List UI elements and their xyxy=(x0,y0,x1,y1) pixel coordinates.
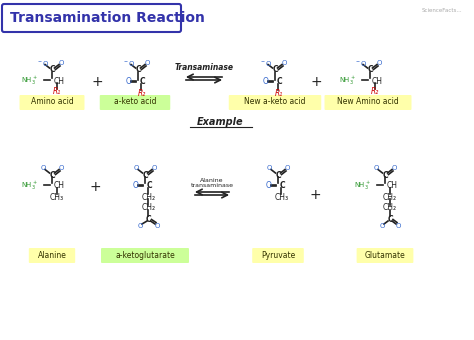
Text: C: C xyxy=(146,215,151,223)
Text: CH: CH xyxy=(372,76,383,85)
Text: Pyruvate: Pyruvate xyxy=(261,251,295,259)
Text: R₂: R₂ xyxy=(371,87,379,97)
Text: $^-$O: $^-$O xyxy=(355,58,368,68)
Text: NH$_3^+$: NH$_3^+$ xyxy=(354,180,371,192)
Text: O: O xyxy=(58,165,64,171)
Text: NH$_3^+$: NH$_3^+$ xyxy=(21,180,38,192)
Text: CH: CH xyxy=(54,76,65,85)
FancyBboxPatch shape xyxy=(29,248,75,263)
Text: NH$_3^+$: NH$_3^+$ xyxy=(339,75,356,87)
FancyBboxPatch shape xyxy=(356,248,413,263)
Text: C: C xyxy=(280,182,286,190)
Text: ScienceFacts...: ScienceFacts... xyxy=(421,7,462,13)
Text: C: C xyxy=(135,66,141,74)
Text: C: C xyxy=(277,78,283,86)
Text: Alanine
transaminase: Alanine transaminase xyxy=(191,177,234,188)
Text: C: C xyxy=(147,182,153,190)
Text: O: O xyxy=(284,165,290,171)
Text: O: O xyxy=(379,223,385,229)
Text: O: O xyxy=(266,165,272,171)
Text: +: + xyxy=(309,188,321,202)
Text: O: O xyxy=(133,165,139,171)
Text: Transamination Reaction: Transamination Reaction xyxy=(10,11,205,25)
Text: O: O xyxy=(133,182,139,190)
FancyBboxPatch shape xyxy=(229,95,321,110)
Text: O: O xyxy=(40,165,46,171)
Text: CH₂: CH₂ xyxy=(141,192,155,202)
Text: Amino acid: Amino acid xyxy=(31,98,73,106)
Text: R₁: R₁ xyxy=(274,88,283,98)
FancyBboxPatch shape xyxy=(252,248,304,263)
Text: $^-$O: $^-$O xyxy=(122,58,136,68)
Text: C: C xyxy=(387,215,393,223)
Text: CH: CH xyxy=(387,182,398,190)
Text: CH₂: CH₂ xyxy=(383,192,397,202)
Text: Example: Example xyxy=(197,117,243,127)
Text: O: O xyxy=(151,165,157,171)
Text: a-keto acid: a-keto acid xyxy=(114,98,156,106)
FancyBboxPatch shape xyxy=(325,95,411,110)
Text: CH₃: CH₃ xyxy=(274,192,289,202)
Text: C: C xyxy=(142,170,148,180)
Text: $^-$O: $^-$O xyxy=(36,58,50,68)
Text: C: C xyxy=(275,170,281,180)
Text: O: O xyxy=(155,223,160,229)
Text: O: O xyxy=(126,78,132,86)
Text: O: O xyxy=(58,60,64,66)
Text: O: O xyxy=(144,60,150,66)
Text: New a-keto acid: New a-keto acid xyxy=(244,98,306,106)
Text: C: C xyxy=(140,78,146,86)
Text: C: C xyxy=(382,170,388,180)
Text: +: + xyxy=(310,75,322,89)
Text: $^-$O: $^-$O xyxy=(259,58,273,68)
Text: O: O xyxy=(376,60,382,66)
Text: O: O xyxy=(281,60,287,66)
Text: O: O xyxy=(392,165,397,171)
Text: Glutamate: Glutamate xyxy=(365,251,405,259)
FancyBboxPatch shape xyxy=(2,4,181,32)
Text: Alanine: Alanine xyxy=(37,251,66,259)
Text: R₂: R₂ xyxy=(137,88,146,98)
Text: O: O xyxy=(266,182,272,190)
Text: O: O xyxy=(374,165,379,171)
Text: CH: CH xyxy=(54,182,65,190)
Text: CH₂: CH₂ xyxy=(141,204,155,212)
Text: a-ketoglutarate: a-ketoglutarate xyxy=(115,251,175,259)
FancyBboxPatch shape xyxy=(101,248,189,263)
Text: C: C xyxy=(367,66,373,74)
Text: New Amino acid: New Amino acid xyxy=(337,98,399,106)
Text: O: O xyxy=(137,223,143,229)
Text: +: + xyxy=(89,180,101,194)
Text: R₁: R₁ xyxy=(53,87,61,97)
Text: O: O xyxy=(395,223,401,229)
Text: CH₃: CH₃ xyxy=(50,192,64,202)
FancyBboxPatch shape xyxy=(100,95,170,110)
Text: NH$_3^+$: NH$_3^+$ xyxy=(21,75,38,87)
Text: O: O xyxy=(263,78,269,86)
Text: C: C xyxy=(49,66,55,74)
Text: C: C xyxy=(272,66,278,74)
Text: +: + xyxy=(91,75,103,89)
Text: CH₂: CH₂ xyxy=(383,204,397,212)
Text: Transaminase: Transaminase xyxy=(174,63,234,71)
FancyBboxPatch shape xyxy=(19,95,84,110)
Text: C: C xyxy=(49,170,55,180)
